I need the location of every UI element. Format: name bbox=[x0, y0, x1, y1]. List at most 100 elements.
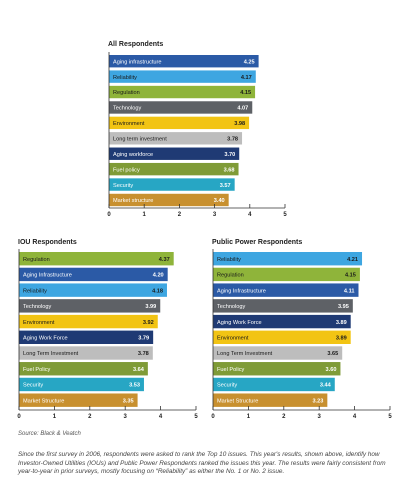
chart2-x-tick-label: 5 bbox=[194, 414, 198, 420]
chart2-category-label: Aging Infrastructure bbox=[23, 273, 72, 279]
chart1-x-tick-label: 5 bbox=[283, 212, 287, 218]
chart3-x-tick-label: 2 bbox=[282, 414, 286, 420]
chart1-category-label: Environment bbox=[113, 121, 145, 127]
chart3-category-label: Aging Infrastructure bbox=[217, 288, 266, 294]
chart1-category-label: Fuel policy bbox=[113, 167, 140, 173]
chart3-category-label: Security bbox=[217, 383, 237, 389]
chart3-x-tick-label: 3 bbox=[318, 414, 322, 420]
chart1-category-label: Security bbox=[113, 183, 133, 189]
chart3-bar bbox=[213, 267, 360, 282]
chart2-x-tick-label: 1 bbox=[53, 414, 57, 420]
chart1-bar bbox=[109, 70, 256, 83]
chart2-x-tick-label: 4 bbox=[159, 414, 163, 420]
chart3-bar bbox=[213, 346, 343, 360]
chart1-bar bbox=[109, 178, 235, 191]
chart2-bar bbox=[19, 330, 154, 344]
chart1-value-label: 3.98 bbox=[234, 121, 245, 127]
chart2-bar bbox=[19, 314, 158, 329]
chart1-title: All Respondents bbox=[108, 41, 163, 48]
chart2-bar bbox=[19, 299, 161, 313]
chart3-bar bbox=[213, 314, 351, 329]
chart1-x-tick-label: 4 bbox=[248, 212, 252, 218]
chart2-bar bbox=[19, 393, 138, 407]
chart1-x-tick-label: 3 bbox=[213, 212, 217, 218]
chart3-bar bbox=[213, 377, 335, 392]
chart1-bar bbox=[109, 132, 243, 145]
chart1-category-label: Aging workforce bbox=[113, 152, 153, 158]
chart3-category-label: Technology bbox=[217, 304, 246, 310]
chart2-category-label: Aging Work Force bbox=[23, 336, 68, 342]
chart3-value-label: 4.11 bbox=[344, 288, 355, 294]
chart1-bar bbox=[109, 116, 250, 130]
chart1-bar bbox=[109, 101, 253, 114]
chart2-bar bbox=[19, 362, 148, 376]
chart3-category-label: Market Structure bbox=[217, 398, 258, 404]
chart3-value-label: 4.15 bbox=[345, 273, 356, 279]
chart3-category-label: Aging Work Force bbox=[217, 320, 262, 326]
chart2-value-label: 3.99 bbox=[145, 304, 156, 310]
chart3-bar bbox=[213, 299, 353, 313]
chart2-value-label: 3.53 bbox=[129, 383, 140, 389]
chart2-value-label: 3.64 bbox=[133, 367, 145, 373]
chart3-bar bbox=[213, 283, 359, 297]
caption-text: Since the first survey in 2006, responde… bbox=[18, 451, 386, 476]
chart1-value-label: 3.68 bbox=[224, 167, 235, 173]
chart3-value-label: 3.89 bbox=[336, 336, 347, 342]
chart1-category-label: Technology bbox=[113, 106, 142, 112]
chart3-title: Public Power Respondents bbox=[212, 239, 302, 246]
chart1-value-label: 3.70 bbox=[224, 152, 235, 158]
chart3-value-label: 3.44 bbox=[320, 383, 332, 389]
chart1-value-label: 4.15 bbox=[240, 90, 251, 96]
chart2-value-label: 4.37 bbox=[159, 257, 170, 263]
chart2-bar bbox=[19, 252, 174, 266]
chart1-category-label: Aging infrastructure bbox=[113, 59, 162, 65]
chart1-value-label: 4.07 bbox=[237, 106, 248, 112]
chart3-x-tick-label: 0 bbox=[211, 414, 215, 420]
chart1-category-label: Market structure bbox=[113, 198, 153, 204]
chart3-x-tick-label: 5 bbox=[388, 414, 392, 420]
chart3-value-label: 3.89 bbox=[336, 320, 347, 326]
chart3-value-label: 3.23 bbox=[312, 398, 323, 404]
chart3-category-label: Environment bbox=[217, 336, 249, 342]
chart1-bar bbox=[109, 147, 240, 160]
chart1-category-label: Regulation bbox=[113, 90, 140, 96]
chart3-category-label: Reliability bbox=[217, 257, 241, 263]
chart2-title: IOU Respondents bbox=[18, 239, 77, 246]
chart1-x-tick-label: 1 bbox=[143, 212, 147, 218]
chart3-category-label: Regulation bbox=[217, 273, 244, 279]
chart2-category-label: Security bbox=[23, 383, 43, 389]
chart3-x-tick-label: 4 bbox=[353, 414, 357, 420]
chart2-value-label: 4.18 bbox=[152, 288, 163, 294]
chart1-x-tick-label: 0 bbox=[107, 212, 111, 218]
chart3-bar bbox=[213, 393, 328, 407]
chart3-value-label: 4.21 bbox=[347, 257, 358, 263]
chart3-bar bbox=[213, 252, 363, 266]
chart2-category-label: Technology bbox=[23, 304, 52, 310]
chart2-bar bbox=[19, 377, 144, 392]
chart2-category-label: Market Structure bbox=[23, 398, 64, 404]
chart3-value-label: 3.65 bbox=[327, 351, 338, 357]
chart3-category-label: Long Term Investment bbox=[217, 351, 273, 357]
chart1-bar bbox=[109, 193, 229, 207]
chart1-value-label: 3.57 bbox=[220, 183, 231, 189]
chart2-x-tick-label: 0 bbox=[17, 414, 21, 420]
chart2-value-label: 3.35 bbox=[123, 398, 134, 404]
chart3-category-label: Fuel Policy bbox=[217, 367, 245, 373]
chart2-x-tick-label: 2 bbox=[88, 414, 92, 420]
chart2-bar bbox=[19, 267, 168, 282]
chart1-category-label: Reliability bbox=[113, 75, 137, 81]
chart1-value-label: 3.78 bbox=[227, 137, 238, 143]
chart3-value-label: 3.95 bbox=[338, 304, 349, 310]
chart1-value-label: 4.17 bbox=[241, 75, 252, 81]
chart3-bar bbox=[213, 362, 341, 376]
chart2-value-label: 3.78 bbox=[138, 351, 149, 357]
chart1-x-tick-label: 2 bbox=[178, 212, 182, 218]
chart1-category-label: Long term investment bbox=[113, 137, 167, 143]
chart2-value-label: 3.92 bbox=[143, 320, 154, 326]
source-note: Source: Black & Veatch bbox=[18, 431, 81, 437]
chart2-value-label: 3.79 bbox=[138, 336, 149, 342]
chart3-bar bbox=[213, 330, 351, 344]
chart1-bar bbox=[109, 55, 259, 68]
chart3-x-tick-label: 1 bbox=[247, 414, 251, 420]
